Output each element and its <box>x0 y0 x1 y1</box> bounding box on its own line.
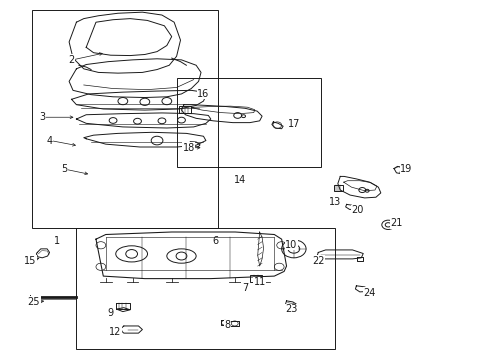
Text: 2: 2 <box>69 55 74 65</box>
Bar <box>334 185 343 191</box>
Bar <box>32 10 218 228</box>
Text: 4: 4 <box>47 136 52 145</box>
Text: 15: 15 <box>24 256 36 266</box>
Text: 25: 25 <box>27 297 40 307</box>
Text: 6: 6 <box>213 235 219 246</box>
Text: 7: 7 <box>242 283 248 293</box>
Text: 21: 21 <box>390 218 403 228</box>
Bar <box>250 275 262 282</box>
Text: 16: 16 <box>197 89 210 99</box>
Text: 1: 1 <box>54 235 60 246</box>
Text: 23: 23 <box>285 304 297 314</box>
Bar <box>176 78 321 167</box>
Text: 22: 22 <box>312 256 324 266</box>
Text: 10: 10 <box>285 239 297 249</box>
Text: 17: 17 <box>288 120 300 129</box>
Text: 19: 19 <box>400 164 413 174</box>
Text: 9: 9 <box>108 308 114 318</box>
Text: 13: 13 <box>329 197 342 207</box>
Bar <box>76 228 335 348</box>
Text: 3: 3 <box>39 112 45 122</box>
Bar <box>179 106 191 113</box>
Text: 12: 12 <box>109 327 122 337</box>
Text: 20: 20 <box>351 206 364 216</box>
Text: 24: 24 <box>364 288 376 298</box>
Text: 11: 11 <box>253 277 266 287</box>
Text: 8: 8 <box>225 320 231 330</box>
Text: 5: 5 <box>61 164 67 174</box>
Text: 14: 14 <box>234 175 246 185</box>
Text: 18: 18 <box>183 143 195 153</box>
